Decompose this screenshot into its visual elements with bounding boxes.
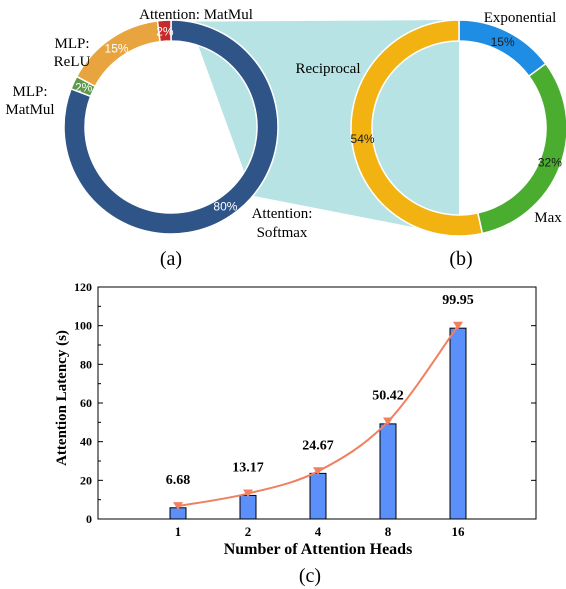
y-tick-label: 80 — [80, 357, 92, 371]
trend-markers — [173, 321, 463, 511]
data-label: 24.67 — [302, 438, 334, 453]
slice-value-exponential: 15% — [491, 35, 515, 49]
slice-label-attention-softmax-2: Softmax — [257, 225, 308, 241]
pie-chart-b: 15% 32% 54% — [350, 19, 566, 237]
slice-value-max: 32% — [538, 155, 562, 169]
data-labels: 6.68 13.17 24.67 50.42 99.95 — [166, 293, 474, 488]
panel-label-a: (a) — [160, 248, 182, 270]
y-tick-label: 100 — [74, 319, 92, 333]
pie-slice-attention-matmul — [156, 19, 172, 43]
panel-label-b: (b) — [449, 248, 472, 270]
bars — [169, 327, 467, 520]
bar-chart-c: 0 20 40 60 80 100 120 1 2 4 8 16 6.68 13.17 24.67 50.… — [54, 280, 537, 558]
y-tick-label: 120 — [74, 280, 92, 294]
x-tick-label: 1 — [175, 524, 182, 539]
pie-slice-reciprocal — [350, 19, 484, 237]
bar-16-heads — [449, 327, 467, 520]
trend-marker — [453, 321, 463, 330]
y-tick-label: 0 — [86, 512, 92, 526]
bar-2-heads — [239, 494, 257, 520]
slice-value-mlp-relu: 15% — [105, 41, 129, 55]
slice-label-reciprocal: Reciprocal — [296, 61, 361, 77]
data-label: 13.17 — [232, 461, 264, 476]
trend-marker — [243, 489, 253, 498]
y-tick-label: 40 — [80, 435, 92, 449]
data-label: 6.68 — [166, 473, 191, 488]
y-axis-ticks: 0 20 40 60 80 100 120 — [74, 280, 536, 526]
y-tick-label: 20 — [80, 473, 92, 487]
slice-label-mlp-matmul-1: MLP: — [12, 84, 47, 100]
slice-label-exponential: Exponential — [484, 10, 556, 26]
y-tick-label: 60 — [80, 396, 92, 410]
pie-slice-attention-softmax — [63, 19, 279, 235]
data-label: 99.95 — [442, 293, 474, 308]
x-tick-label: 2 — [245, 524, 252, 539]
slice-value-reciprocal: 54% — [351, 132, 375, 146]
slice-label-attention-matmul: Attention: MatMul — [139, 7, 253, 23]
x-axis-label: Number of Attention Heads — [224, 541, 413, 558]
pie-chart-a: 80% 2% 15% 2% — [63, 19, 279, 235]
bar-8-heads — [379, 423, 397, 520]
x-tick-label: 4 — [315, 524, 322, 539]
y-axis-label: Attention Latency (s) — [54, 330, 70, 466]
trend-marker — [173, 502, 183, 511]
bar-4-heads — [309, 472, 327, 520]
data-label: 50.42 — [372, 389, 404, 404]
slice-label-max: Max — [534, 210, 562, 226]
trend-marker — [313, 467, 323, 476]
pie-b-labels: Exponential Reciprocal Max — [296, 10, 563, 226]
slice-value-attention-softmax: 80% — [213, 200, 237, 214]
trend-marker — [383, 417, 393, 426]
pie-a-labels: Attention: MatMul MLP: ReLU MLP: MatMul … — [5, 7, 312, 241]
x-tick-label: 16 — [452, 524, 466, 539]
slice-value-attention-matmul: 2% — [156, 25, 174, 39]
x-tick-label: 8 — [385, 524, 392, 539]
slice-label-mlp-relu-1: MLP: — [54, 36, 89, 52]
panel-label-c: (c) — [299, 565, 321, 587]
slice-label-mlp-relu-2: ReLU — [54, 54, 91, 70]
pie-slice-max — [476, 62, 566, 235]
slice-label-attention-softmax-1: Attention: — [252, 206, 313, 222]
slice-value-mlp-matmul: 2% — [75, 81, 93, 95]
slice-label-mlp-matmul-2: MatMul — [5, 102, 54, 118]
